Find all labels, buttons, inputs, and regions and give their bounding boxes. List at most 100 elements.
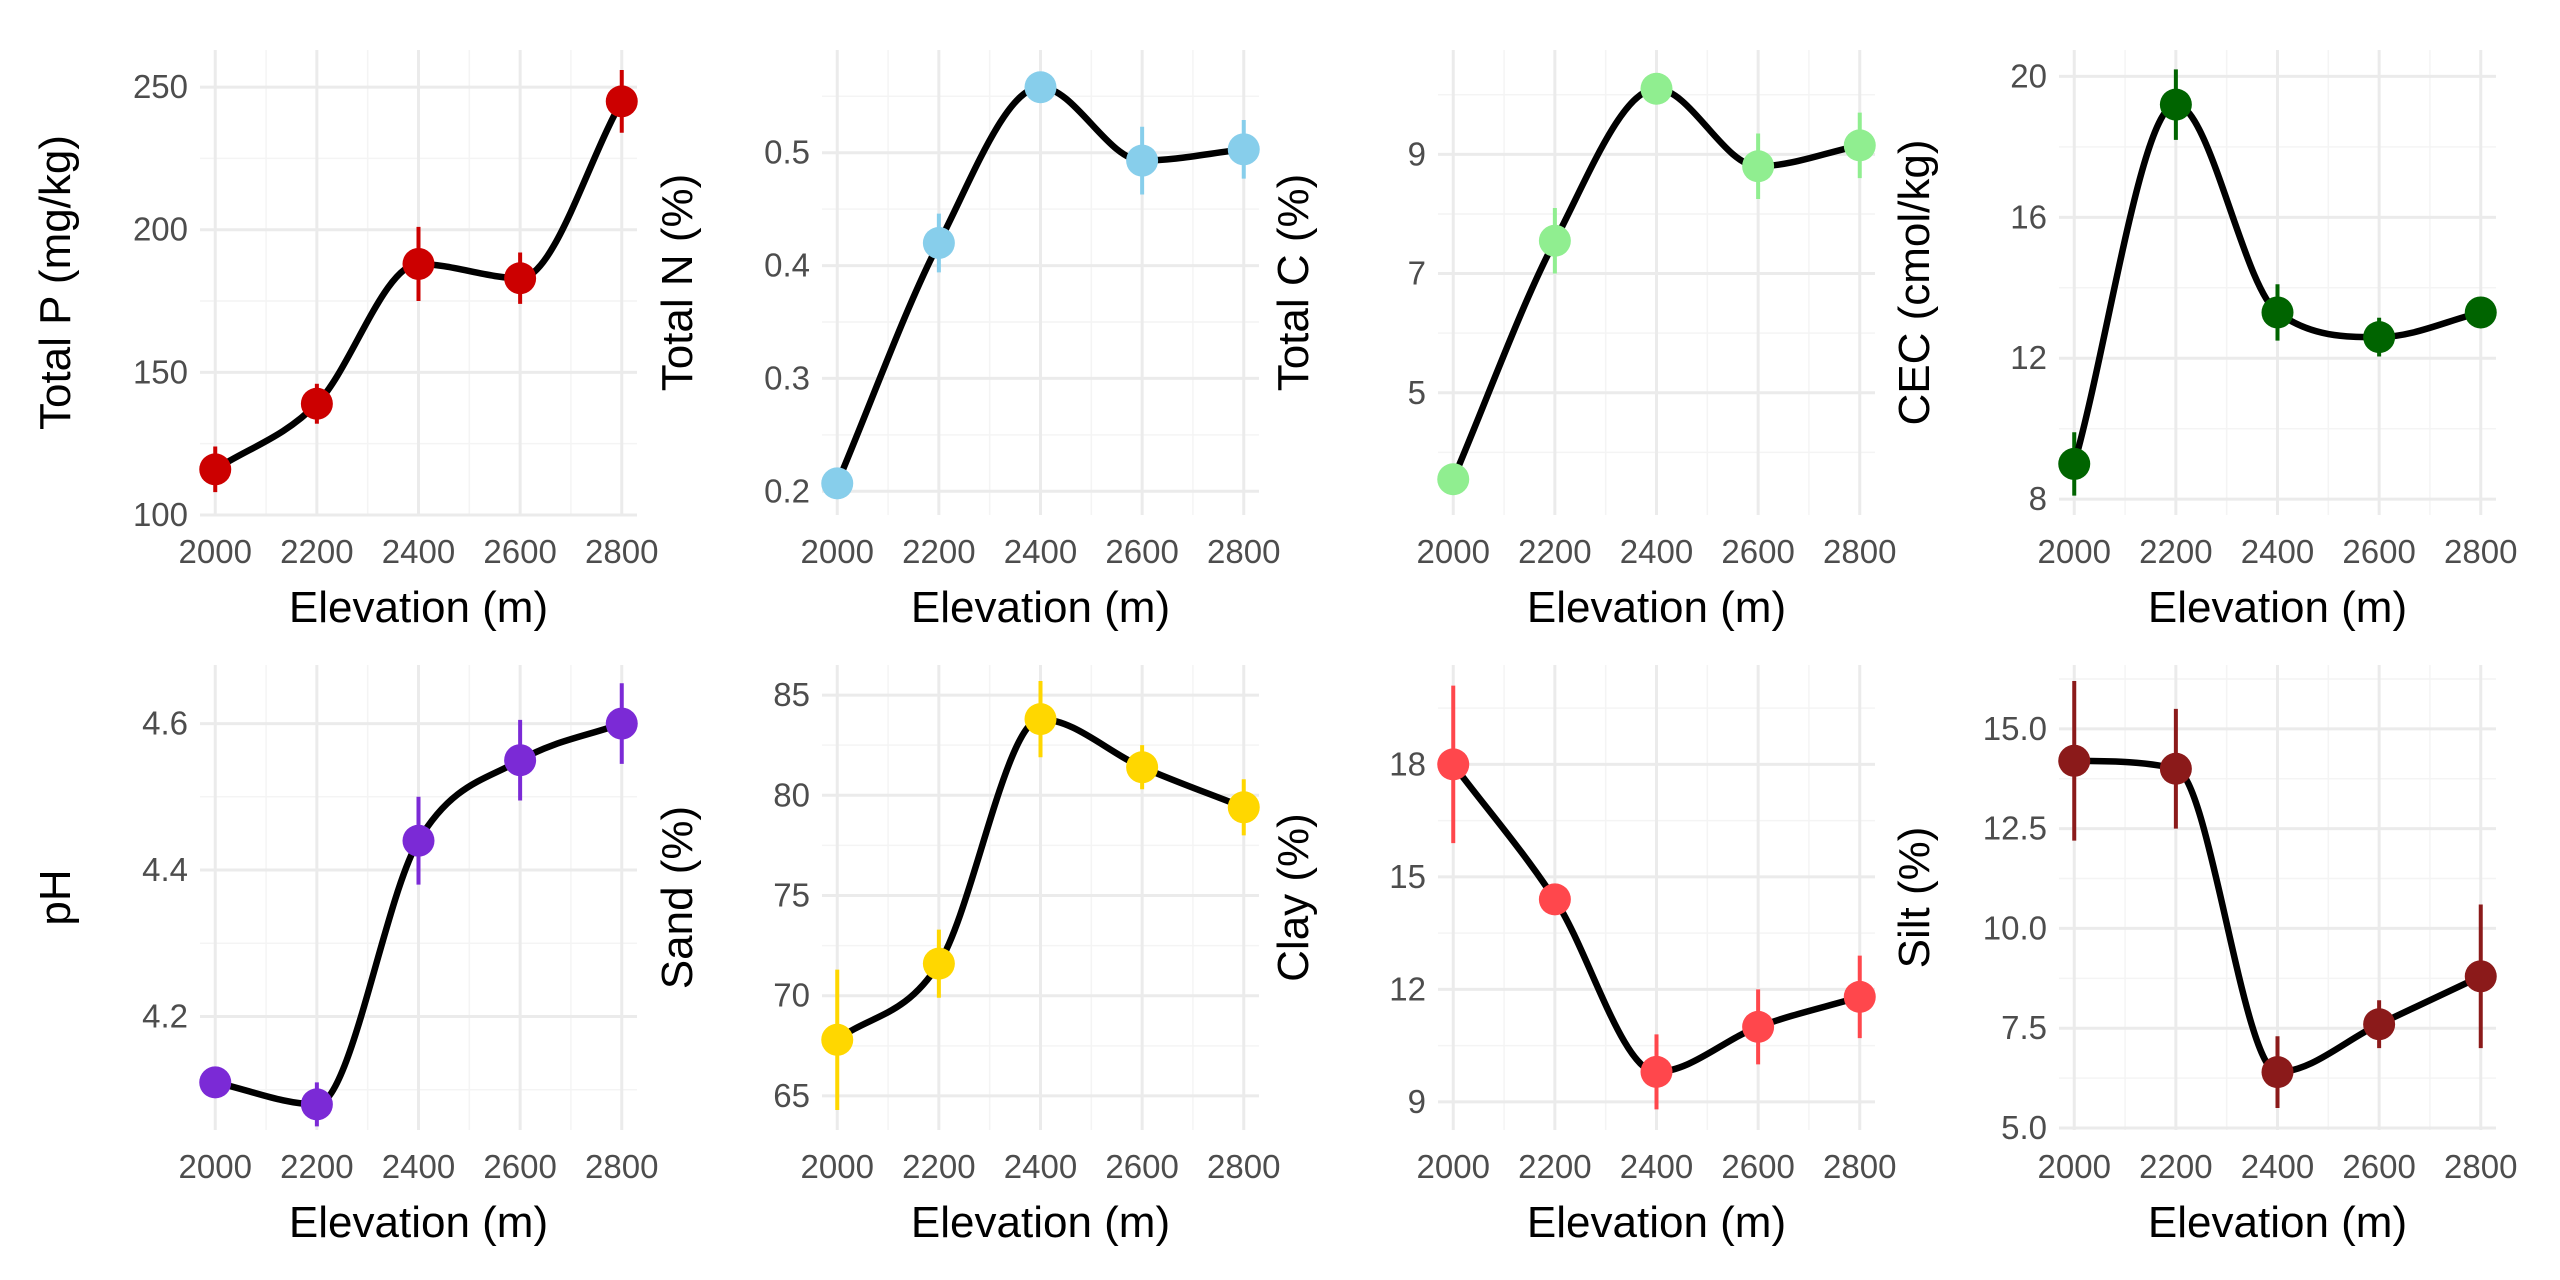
- y-tick-label: 4.4: [142, 851, 188, 888]
- x-tick-label: 2400: [2241, 533, 2314, 570]
- x-tick-label: 2600: [483, 1148, 556, 1185]
- data-point: [1640, 72, 1673, 105]
- x-tick-label: 2200: [902, 533, 975, 570]
- panel-2: 2000 2200 2400 2600 2800 0.2 0.3 0.4 0.5 Elevatio…: [653, 50, 1280, 632]
- data-point: [1437, 748, 1470, 781]
- data-point: [922, 226, 955, 259]
- y-tick-label: 8: [2029, 480, 2047, 517]
- y-tick-label: 4.6: [142, 705, 188, 742]
- data-point: [199, 1066, 232, 1099]
- x-tick-label: 2000: [179, 1148, 252, 1185]
- x-tick-label: 2400: [382, 1148, 455, 1185]
- y-axis-title: Total C (%): [1269, 174, 1318, 392]
- x-tick-label: 2200: [280, 1148, 353, 1185]
- x-axis-title: Elevation (m): [1527, 583, 1786, 632]
- data-point: [1640, 1055, 1673, 1088]
- y-tick-label: 12.5: [1983, 810, 2047, 847]
- y-tick-label: 5.0: [2001, 1109, 2047, 1146]
- x-axis-title: Elevation (m): [1527, 1198, 1786, 1247]
- x-tick-label: 2400: [1004, 1148, 1077, 1185]
- panel-6: 2000 2200 2400 2600 2800 65 70 75 80 85 Elevation …: [653, 665, 1280, 1247]
- y-axis-title: Total P (mg/kg): [31, 135, 80, 430]
- x-tick-label: 2400: [2241, 1148, 2314, 1185]
- x-axis-title: Elevation (m): [289, 1198, 548, 1247]
- data-point: [1843, 980, 1876, 1013]
- data-point: [1538, 883, 1571, 916]
- y-axis-title: pH: [31, 869, 80, 925]
- y-axis-title: Sand (%): [653, 806, 702, 989]
- data-point: [821, 467, 854, 500]
- y-tick-label: 18: [1389, 745, 1426, 782]
- y-tick-label: 65: [773, 1077, 810, 1114]
- data-point: [1024, 703, 1057, 736]
- x-axis-title: Elevation (m): [2148, 583, 2407, 632]
- y-axis-title: Clay (%): [1269, 813, 1318, 982]
- y-tick-label: 80: [773, 776, 810, 813]
- data-point: [1126, 751, 1159, 784]
- x-tick-label: 2400: [1620, 533, 1693, 570]
- x-tick-label: 2000: [179, 533, 252, 570]
- data-point: [2261, 296, 2294, 329]
- x-tick-label: 2600: [483, 533, 556, 570]
- x-axis-title: Elevation (m): [2148, 1198, 2407, 1247]
- data-point: [2363, 1008, 2396, 1041]
- data-point: [402, 824, 435, 857]
- y-tick-label: 10.0: [1983, 909, 2047, 946]
- data-point: [504, 262, 537, 295]
- data-point: [1126, 144, 1159, 177]
- data-point: [821, 1023, 854, 1056]
- data-point: [199, 453, 232, 486]
- data-point: [2464, 960, 2497, 993]
- x-tick-label: 2600: [1105, 1148, 1178, 1185]
- y-tick-label: 12: [2010, 339, 2047, 376]
- data-point: [605, 85, 638, 118]
- y-tick-label: 9: [1408, 135, 1426, 172]
- data-point: [1538, 224, 1571, 257]
- panel-4: 2000 2200 2400 2600 2800 8 12 16 20 Elevation (m)…: [1890, 50, 2517, 632]
- x-tick-label: 2000: [1417, 1148, 1490, 1185]
- data-point: [1742, 1010, 1775, 1043]
- y-tick-label: 9: [1408, 1083, 1426, 1120]
- x-tick-label: 2800: [585, 533, 658, 570]
- x-tick-label: 2200: [2139, 1148, 2212, 1185]
- data-point: [300, 1088, 333, 1121]
- panel-8: 2000 2200 2400 2600 2800 5.0 7.5 10.0 12.5 15.0 El…: [1890, 665, 2517, 1247]
- trend-line: [211, 720, 626, 1108]
- x-axis-title: Elevation (m): [911, 583, 1170, 632]
- trend-line: [833, 715, 1248, 1044]
- y-axis-title: Silt (%): [1890, 827, 1939, 969]
- y-tick-label: 15: [1389, 858, 1426, 895]
- y-tick-label: 70: [773, 977, 810, 1014]
- x-tick-label: 2000: [2038, 533, 2111, 570]
- x-tick-label: 2200: [2139, 533, 2212, 570]
- panel-5: 2000 2200 2400 2600 2800 4.2 4.4 4.6 Elevation (…: [31, 665, 658, 1247]
- y-tick-label: 4.2: [142, 997, 188, 1034]
- x-axis-title: Elevation (m): [911, 1198, 1170, 1247]
- data-point: [1843, 129, 1876, 162]
- y-tick-label: 7: [1408, 255, 1426, 292]
- y-tick-label: 7.5: [2001, 1009, 2047, 1046]
- y-tick-label: 0.5: [764, 134, 810, 171]
- data-point: [300, 387, 333, 420]
- data-point: [2159, 752, 2192, 785]
- y-tick-label: 12: [1389, 970, 1426, 1007]
- data-point: [2363, 321, 2396, 354]
- panel-1: 2000 2200 2400 2600 2800 100 150 200 250 Elevatio…: [31, 50, 658, 632]
- data-point: [1227, 133, 1260, 166]
- y-tick-label: 20: [2010, 57, 2047, 94]
- x-tick-label: 2600: [1105, 533, 1178, 570]
- data-point: [2159, 88, 2192, 121]
- y-tick-label: 15.0: [1983, 710, 2047, 747]
- data-point: [605, 707, 638, 740]
- x-tick-label: 2800: [2444, 533, 2517, 570]
- panel-7: 2000 2200 2400 2600 2800 9 12 15 18 Elevation (m)…: [1269, 665, 1896, 1247]
- x-tick-label: 2800: [1823, 1148, 1896, 1185]
- y-tick-label: 5: [1408, 374, 1426, 411]
- y-tick-label: 0.4: [764, 247, 810, 284]
- y-tick-label: 200: [133, 211, 188, 248]
- x-tick-label: 2200: [280, 533, 353, 570]
- x-tick-label: 2800: [1823, 533, 1896, 570]
- y-tick-label: 0.2: [764, 472, 810, 509]
- x-tick-label: 2000: [801, 1148, 874, 1185]
- y-tick-label: 250: [133, 68, 188, 105]
